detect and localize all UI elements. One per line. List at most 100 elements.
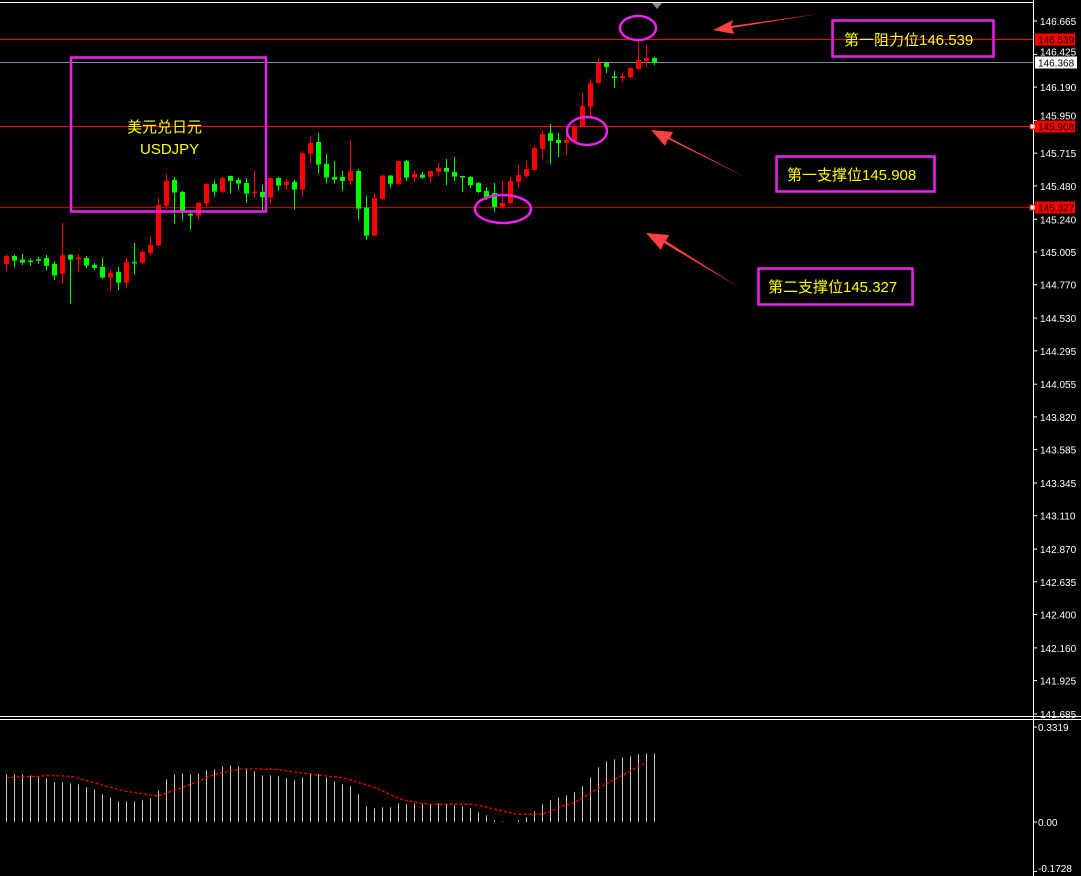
candle-body — [364, 207, 369, 236]
candle — [436, 162, 441, 177]
price-tick-label: 145.715 — [1040, 149, 1077, 160]
candle — [308, 135, 313, 164]
candle-body — [372, 198, 377, 236]
candle — [532, 145, 537, 171]
price-tick-label: 142.870 — [1040, 545, 1077, 556]
candle-body — [196, 202, 201, 216]
candle — [140, 249, 145, 265]
symbol-annotation-box[interactable] — [69, 56, 268, 213]
candle-body — [172, 179, 177, 193]
candle — [516, 165, 521, 188]
candle — [68, 253, 73, 304]
candle-body — [148, 244, 153, 253]
candle — [204, 182, 209, 207]
candle — [84, 255, 89, 269]
candle-body — [588, 83, 593, 107]
candle — [636, 38, 641, 70]
support2-annotation-box[interactable] — [757, 267, 914, 306]
candle-body — [100, 266, 105, 278]
candle-body — [44, 257, 49, 266]
candle — [116, 266, 121, 291]
level-handle[interactable] — [1029, 123, 1036, 130]
candle — [356, 169, 361, 220]
price-tick-label: 142.400 — [1040, 611, 1077, 622]
level-price-label: 145.908 — [1038, 123, 1075, 134]
price-tick-label: 145.480 — [1040, 182, 1077, 193]
candle-body — [460, 176, 465, 178]
macd-signal-line — [6, 761, 647, 815]
price-tick-label: 143.585 — [1040, 446, 1077, 457]
candle — [4, 253, 9, 271]
candle-body — [324, 163, 329, 178]
candle-body — [220, 177, 225, 192]
candle — [348, 139, 353, 186]
candle-body — [228, 175, 233, 181]
candle — [284, 178, 289, 190]
candle — [404, 160, 409, 182]
candle — [372, 192, 377, 236]
candle-body — [180, 191, 185, 211]
candle — [332, 160, 337, 184]
candle-body — [308, 142, 313, 154]
price-tick-label: 143.110 — [1040, 512, 1076, 523]
candle-body — [356, 171, 361, 209]
candle — [260, 184, 265, 210]
price-tick-label: 142.160 — [1040, 644, 1077, 655]
price-tick-label: 144.055 — [1040, 380, 1077, 391]
candle — [316, 132, 321, 174]
support1-label: 第一支撑位145.908 — [787, 166, 916, 184]
candle-body — [260, 191, 265, 198]
support1-highlight-ellipse[interactable] — [565, 115, 609, 147]
arrow-support1-icon[interactable] — [651, 130, 749, 179]
arrow-support2-icon[interactable] — [646, 233, 740, 288]
candle-body — [140, 251, 145, 263]
candle — [100, 257, 105, 279]
candle-body — [156, 204, 161, 246]
price-tick-label: 144.530 — [1040, 314, 1077, 325]
candle-body — [332, 176, 337, 180]
macd-tick-label: 0.3319 — [1038, 723, 1069, 734]
resistance-highlight-ellipse[interactable] — [618, 14, 658, 42]
candle — [628, 67, 633, 79]
support2-highlight-ellipse[interactable] — [473, 193, 533, 225]
support1-annotation-box[interactable] — [775, 155, 936, 193]
price-tick-label: 141.685 — [1040, 710, 1077, 721]
candle — [60, 222, 65, 284]
horizontal-levels — [0, 39, 1036, 211]
candle-body — [236, 179, 241, 184]
candle-body — [60, 254, 65, 274]
candle — [300, 150, 305, 197]
candle — [524, 160, 529, 178]
candle-body — [316, 141, 321, 165]
price-tick-label: 143.345 — [1040, 479, 1077, 490]
candle — [180, 190, 185, 221]
price-tick-label: 145.005 — [1040, 248, 1077, 259]
candle — [388, 175, 393, 188]
candle-body — [516, 175, 521, 183]
candle-body — [252, 191, 257, 194]
candle — [36, 256, 41, 264]
candle — [572, 123, 577, 141]
candle-body — [292, 181, 297, 190]
candle-body — [548, 133, 553, 141]
candle — [132, 242, 137, 275]
shift-marker-icon[interactable] — [652, 3, 662, 9]
candle-body — [124, 261, 129, 283]
candle-body — [20, 259, 25, 263]
resistance1-annotation-box[interactable] — [831, 19, 995, 58]
price-tick-label: 145.240 — [1040, 215, 1077, 226]
candle — [44, 254, 49, 271]
candle-body — [116, 271, 121, 283]
candle — [380, 174, 385, 200]
candle-body — [380, 175, 385, 199]
candle — [28, 258, 33, 266]
candle — [340, 171, 345, 192]
candle-body — [268, 177, 273, 198]
candle — [460, 176, 465, 193]
level-handle[interactable] — [1029, 204, 1036, 211]
arrow-resistance-icon[interactable] — [713, 14, 818, 34]
candle-body — [444, 167, 449, 172]
candle — [20, 253, 25, 265]
candle — [588, 79, 593, 117]
